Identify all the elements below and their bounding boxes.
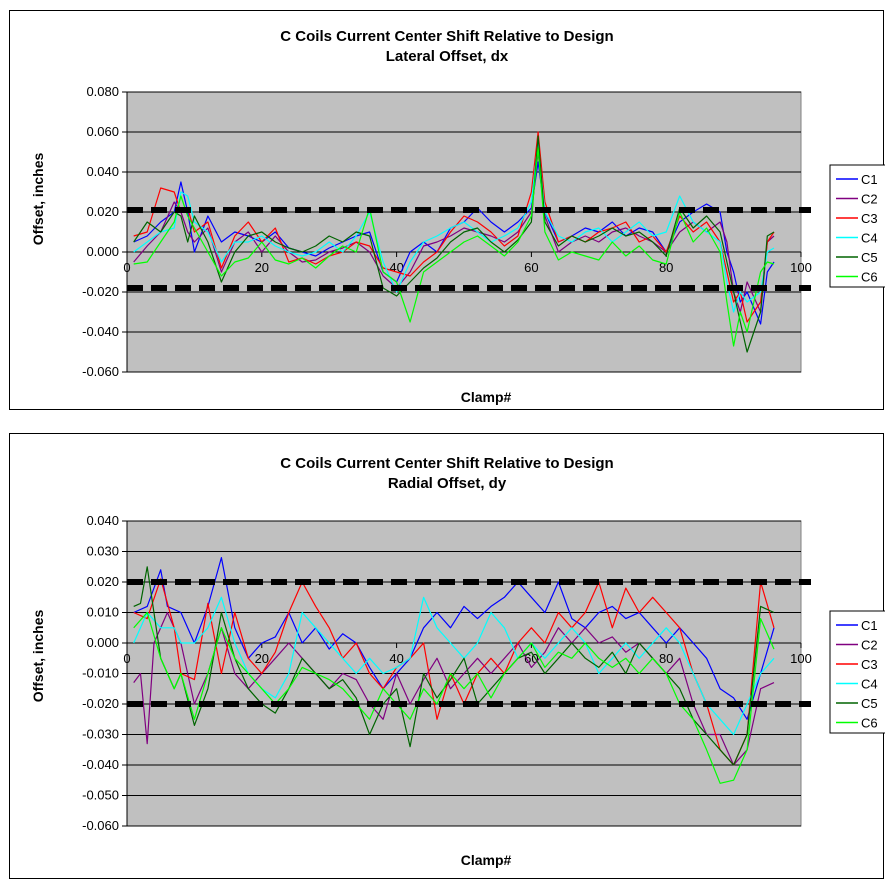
legend-label: C5 xyxy=(861,250,878,265)
legend-label: C1 xyxy=(861,172,878,187)
y-tick-label: -0.020 xyxy=(82,696,119,711)
legend-label: C4 xyxy=(861,677,878,692)
legend-label: C2 xyxy=(861,638,878,653)
x-tick-label: 0 xyxy=(123,260,130,275)
x-tick-label: 100 xyxy=(790,651,812,666)
y-tick-label: 0.020 xyxy=(86,204,119,219)
chart-subtitle: Radial Offset, dy xyxy=(388,475,507,492)
x-tick-label: 80 xyxy=(659,260,673,275)
x-tick-label: 60 xyxy=(524,260,538,275)
y-tick-label: -0.060 xyxy=(82,364,119,379)
y-tick-label: 0.020 xyxy=(86,574,119,589)
x-tick-label: 60 xyxy=(524,651,538,666)
y-tick-label: -0.060 xyxy=(82,818,119,833)
series-line-c6 xyxy=(133,147,775,347)
y-tick-label: -0.030 xyxy=(82,727,119,742)
y-tick-label: -0.050 xyxy=(82,788,119,803)
series-line-c1 xyxy=(133,556,775,720)
x-tick-label: 100 xyxy=(790,260,812,275)
x-tick-label: 0 xyxy=(123,651,130,666)
y-tick-label: 0.000 xyxy=(86,244,119,259)
series-line-c4 xyxy=(133,141,775,313)
x-axis-label: Clamp# xyxy=(461,389,512,405)
y-tick-label: -0.040 xyxy=(82,324,119,339)
legend-label: C5 xyxy=(861,696,878,711)
legend-label: C3 xyxy=(861,211,878,226)
y-tick-label: 0.000 xyxy=(86,635,119,650)
lateral-offset-chart-svg: C Coils Current Center Shift Relative to… xyxy=(30,28,885,405)
chart-title: C Coils Current Center Shift Relative to… xyxy=(280,28,613,45)
x-tick-label: 20 xyxy=(255,651,269,666)
legend-label: C6 xyxy=(861,270,878,285)
y-tick-label: 0.040 xyxy=(86,513,119,528)
radial-offset-chart: C Coils Current Center Shift Relative to… xyxy=(9,433,885,879)
chart-subtitle: Lateral Offset, dx xyxy=(386,48,509,65)
legend-box xyxy=(829,164,885,288)
y-tick-label: 0.030 xyxy=(86,544,119,559)
legend-label: C1 xyxy=(861,618,878,633)
lateral-offset-chart: C Coils Current Center Shift Relative to… xyxy=(9,10,885,410)
x-tick-label: 80 xyxy=(659,651,673,666)
y-tick-label: -0.010 xyxy=(82,666,119,681)
legend-label: C4 xyxy=(861,231,878,246)
x-axis-label: Clamp# xyxy=(461,852,512,868)
y-tick-label: 0.080 xyxy=(86,84,119,99)
series-line-c6 xyxy=(133,611,775,784)
series-line-c4 xyxy=(133,596,775,736)
series-line-c3 xyxy=(133,131,775,323)
y-axis-label: Offset, inches xyxy=(30,610,46,703)
y-tick-label: 0.010 xyxy=(86,605,119,620)
y-tick-label: 0.040 xyxy=(86,164,119,179)
legend-label: C2 xyxy=(861,192,878,207)
series-line-c5 xyxy=(133,135,775,353)
y-axis-label: Offset, inches xyxy=(30,153,46,246)
y-tick-label: -0.040 xyxy=(82,757,119,772)
x-tick-label: 20 xyxy=(255,260,269,275)
legend-box xyxy=(829,610,885,734)
x-tick-label: 40 xyxy=(389,260,403,275)
legend-label: C6 xyxy=(861,716,878,731)
radial-offset-chart-svg: C Coils Current Center Shift Relative to… xyxy=(30,455,885,868)
x-tick-label: 40 xyxy=(389,651,403,666)
legend-label: C3 xyxy=(861,657,878,672)
chart-title: C Coils Current Center Shift Relative to… xyxy=(280,455,613,472)
y-tick-label: 0.060 xyxy=(86,124,119,139)
series-line-c1 xyxy=(133,161,775,325)
y-tick-label: -0.020 xyxy=(82,284,119,299)
